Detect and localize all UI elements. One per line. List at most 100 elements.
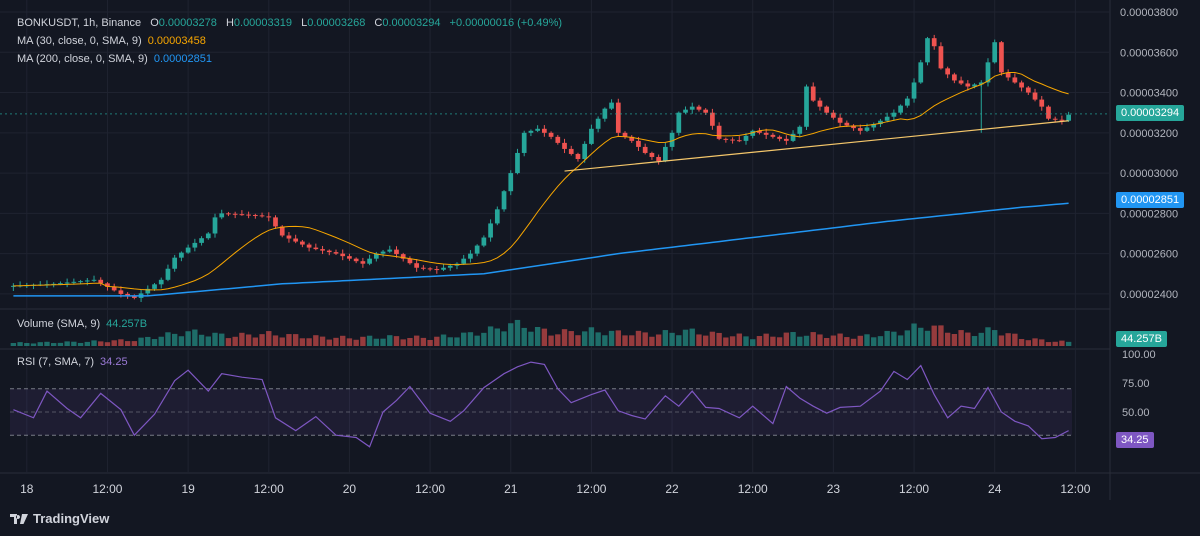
ma200-value: 0.00002851: [153, 53, 212, 65]
candle-body: [152, 284, 157, 289]
tradingview-logo-icon: [10, 513, 28, 524]
ma30-legend[interactable]: MA (30, close, 0, SMA, 9) 0.00003458: [17, 35, 212, 47]
rsi-value: 34.25: [100, 356, 128, 368]
candle-body: [1005, 72, 1011, 78]
volume-bar: [306, 338, 312, 346]
volume-bar: [326, 339, 332, 346]
candle-body: [723, 138, 729, 140]
candle-body: [373, 253, 379, 259]
price-tick-label: 0.00002800: [1120, 208, 1178, 220]
volume-bar: [447, 337, 453, 346]
candle-body: [891, 112, 897, 117]
candle-body: [360, 261, 366, 264]
candle-body: [857, 128, 863, 131]
volume-pane[interactable]: [10, 319, 1072, 346]
candle-body: [911, 82, 917, 99]
rsi-pane[interactable]: [10, 361, 1072, 448]
symbol-label[interactable]: BONKUSDT, 1h, Binance: [17, 17, 142, 29]
price-pane[interactable]: [0, 34, 1110, 303]
candle-body: [266, 216, 272, 218]
candle-body: [118, 290, 124, 294]
volume-bar: [918, 327, 924, 346]
candle-body: [1019, 82, 1024, 88]
volume-bar: [346, 338, 353, 346]
candle-body: [91, 279, 97, 281]
volume-bar: [1065, 341, 1072, 346]
volume-bar: [64, 341, 70, 346]
ma200-legend[interactable]: MA (200, close, 0, SMA, 9) 0.00002851: [17, 53, 218, 65]
rsi-tick-label: 100.00: [1122, 349, 1156, 361]
rsi-legend[interactable]: RSI (7, SMA, 7) 34.25: [17, 356, 134, 368]
volume-bar: [494, 328, 500, 346]
volume-bar: [763, 333, 769, 346]
volume-bar: [51, 343, 57, 346]
high-value: 0.00003319: [233, 17, 293, 29]
volume-bar: [998, 335, 1005, 346]
volume-bar: [978, 332, 984, 346]
candle-body: [918, 62, 924, 83]
candle-body: [925, 38, 930, 63]
volume-bar: [407, 337, 413, 346]
candle-body: [421, 267, 426, 269]
volume-bar: [514, 319, 521, 346]
candle-body: [750, 130, 756, 136]
candle-body: [158, 279, 164, 285]
volume-bar: [239, 332, 245, 346]
volume-bar: [198, 334, 205, 346]
volume-bar: [696, 334, 702, 346]
volume-bar: [487, 326, 494, 346]
volume-bar: [776, 337, 783, 346]
candle-body: [273, 217, 278, 227]
candle-body: [98, 279, 104, 284]
rsi-tick-label: 75.00: [1122, 378, 1150, 390]
candle-body: [710, 112, 715, 126]
candle-body: [817, 100, 823, 107]
time-tick-label: 23: [827, 482, 841, 496]
volume-bar: [474, 335, 480, 346]
candle-body: [864, 127, 870, 131]
candle-body: [965, 83, 971, 87]
candle-body: [642, 146, 648, 153]
volume-bar: [716, 332, 722, 346]
volume-bar: [884, 330, 890, 346]
open-label: O0.00003278: [150, 17, 217, 29]
volume-bar: [568, 331, 574, 346]
volume-bar: [528, 331, 534, 346]
volume-bar: [938, 325, 944, 346]
candle-body: [568, 148, 574, 154]
volume-bar: [783, 332, 790, 346]
volume-bar: [622, 335, 628, 346]
time-tick-label: 21: [504, 482, 518, 496]
volume-bar: [911, 323, 917, 346]
price-tick-label: 0.00003200: [1120, 128, 1178, 140]
candle-body: [783, 138, 789, 141]
volume-bar: [1018, 339, 1025, 346]
candle-body: [757, 130, 762, 133]
price-tick-label: 0.00003800: [1120, 7, 1178, 19]
candle-body: [904, 98, 910, 106]
volume-bar: [1012, 333, 1018, 346]
candle-body: [380, 251, 386, 254]
candle-body: [615, 102, 621, 133]
volume-bar: [413, 335, 420, 346]
candle-body: [427, 268, 433, 270]
candle-body: [763, 132, 769, 135]
candle-body: [575, 153, 581, 159]
volume-legend[interactable]: Volume (SMA, 9) 44.257B: [17, 318, 153, 330]
volume-bar: [790, 332, 796, 346]
time-tick-label: 12:00: [1060, 482, 1090, 496]
volume-bar: [434, 336, 440, 346]
volume-bar: [71, 341, 77, 346]
brand-text: TradingView: [33, 511, 110, 526]
tradingview-brand[interactable]: TradingView: [10, 511, 109, 526]
candle-body: [804, 86, 809, 127]
volume-bar: [118, 339, 124, 346]
candle-body: [279, 226, 285, 236]
volume-bar: [98, 341, 104, 346]
grid: [0, 0, 1200, 500]
volume-bar: [393, 336, 400, 346]
volume-bar: [286, 334, 292, 346]
volume-bar: [897, 335, 904, 346]
price-tick-label: 0.00003400: [1120, 88, 1178, 100]
